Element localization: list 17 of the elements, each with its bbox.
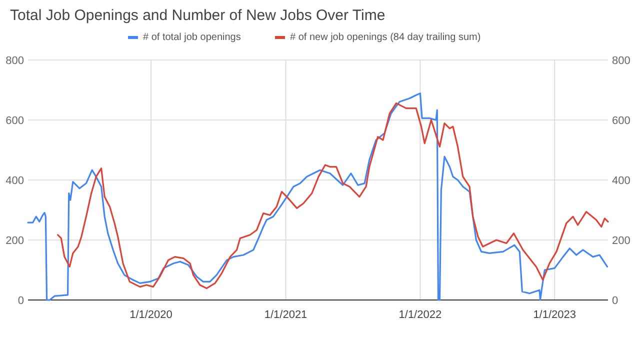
y2-tick-label: 0 bbox=[612, 295, 618, 307]
y2-tick-label: 600 bbox=[612, 115, 630, 127]
y2-tick-label: 400 bbox=[612, 175, 630, 187]
y-tick-label: 200 bbox=[6, 235, 24, 247]
x-tick-label: 1/1/2023 bbox=[533, 309, 576, 321]
y-tick-label: 600 bbox=[6, 115, 24, 127]
x-tick-label: 1/1/2020 bbox=[130, 309, 172, 321]
y2-tick-label: 800 bbox=[612, 55, 630, 67]
y-tick-label: 0 bbox=[18, 295, 24, 307]
x-tick-label: 1/1/2021 bbox=[264, 309, 308, 321]
y-tick-label: 400 bbox=[6, 175, 24, 187]
y-tick-label: 800 bbox=[6, 55, 24, 67]
legend-label: # of new job openings (84 day trailing sum) bbox=[290, 32, 481, 43]
chart-title: Total Job Openings and Number of New Jobs Over Time bbox=[10, 7, 386, 24]
x-tick-label: 1/1/2022 bbox=[398, 309, 442, 321]
y2-tick-label: 200 bbox=[612, 235, 630, 247]
legend-label: # of total job openings bbox=[143, 32, 241, 43]
